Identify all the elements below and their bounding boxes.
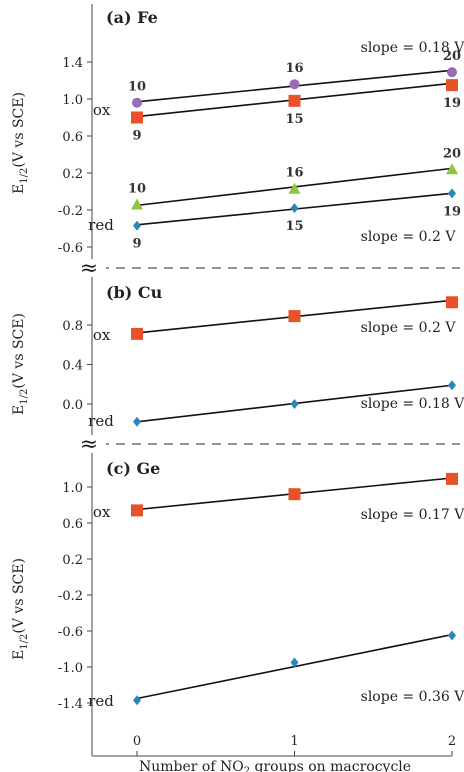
slope-annotation: slope = 0.36 V bbox=[361, 689, 464, 705]
ox-red-label: ox bbox=[93, 326, 111, 344]
ox-red-label: ox bbox=[93, 503, 111, 521]
y-tick-label: -0.2 bbox=[58, 204, 83, 219]
axis-break-mask bbox=[78, 259, 106, 277]
data-point bbox=[288, 488, 301, 501]
slope-annotation: slope = 0.18 V bbox=[361, 40, 464, 56]
data-point bbox=[131, 327, 143, 340]
point-label: 20 bbox=[443, 146, 461, 161]
series-triangle-2: 10 16 20 bbox=[128, 146, 461, 210]
y-tick-label: -1.4 bbox=[58, 697, 83, 712]
data-point bbox=[446, 472, 458, 485]
data-point bbox=[131, 504, 143, 517]
series-circle-0: 10 16 20 bbox=[128, 49, 461, 108]
panel-label: (a) Fe bbox=[106, 8, 158, 27]
ox-red-label: ox bbox=[93, 101, 111, 119]
panel-2: -1.4 -1.0 -0.6 -0.2 0.2 0.6 1.0 E1/2(V vs SCE) (… bbox=[11, 446, 464, 756]
point-label: 15 bbox=[285, 219, 303, 234]
point-label: 9 bbox=[132, 237, 141, 252]
x-tick-label: 1 bbox=[290, 734, 298, 749]
y-tick-label: 0.2 bbox=[62, 553, 83, 568]
data-point bbox=[448, 380, 456, 391]
data-point bbox=[288, 94, 301, 107]
axis-break-symbol: ≈ bbox=[80, 256, 98, 281]
point-label: 10 bbox=[128, 80, 146, 95]
data-point bbox=[133, 220, 141, 231]
panel-label: (b) Cu bbox=[106, 283, 163, 302]
x-tick-label: 2 bbox=[448, 734, 456, 749]
ox-red-label: red bbox=[88, 412, 114, 430]
y-tick-label: 0.6 bbox=[62, 130, 83, 145]
y-tick-label: -1.0 bbox=[58, 661, 83, 676]
slope-annotation: slope = 0.18 V bbox=[361, 396, 464, 412]
y-axis-label: E1/2(V vs SCE) bbox=[11, 313, 30, 415]
point-label: 15 bbox=[285, 112, 303, 127]
point-label: 19 bbox=[443, 96, 461, 111]
data-point bbox=[289, 79, 300, 90]
data-point bbox=[446, 296, 458, 309]
data-point bbox=[290, 203, 299, 214]
y-tick-label: -0.6 bbox=[58, 241, 83, 256]
series-diamond-1 bbox=[133, 630, 456, 706]
data-point bbox=[131, 198, 143, 210]
data-point bbox=[133, 416, 141, 427]
data-point bbox=[132, 97, 142, 108]
data-point bbox=[447, 67, 457, 78]
series-diamond-3: 9 15 19 bbox=[132, 188, 461, 252]
y-tick-label: 0.8 bbox=[62, 319, 83, 334]
ox-red-label: red bbox=[88, 692, 114, 710]
data-point bbox=[448, 630, 456, 641]
y-tick-label: 1.0 bbox=[62, 481, 83, 496]
axis-break-symbol: ≈ bbox=[80, 432, 98, 457]
y-tick-label: 1.4 bbox=[62, 56, 83, 71]
point-label: 20 bbox=[443, 49, 461, 64]
y-tick-label: 1.0 bbox=[62, 93, 83, 108]
data-point bbox=[290, 399, 299, 409]
point-label: 19 bbox=[443, 204, 461, 219]
data-point bbox=[446, 79, 458, 92]
slope-annotation: slope = 0.2 V bbox=[361, 320, 457, 336]
data-point bbox=[446, 163, 458, 175]
y-tick-label: -0.6 bbox=[58, 625, 83, 640]
point-label: 16 bbox=[285, 166, 303, 181]
y-tick-label: -0.2 bbox=[58, 589, 83, 604]
point-label: 9 bbox=[132, 129, 141, 144]
series-square-1: 9 15 19 bbox=[131, 79, 461, 144]
panel-0: -0.6 -0.2 0.2 0.6 1.0 1.4 E1/2(V vs SCE) (a) Fe… bbox=[11, 4, 464, 266]
ox-red-label: red bbox=[88, 216, 114, 234]
series-square-0 bbox=[131, 296, 458, 340]
y-tick-label: 0.2 bbox=[62, 167, 83, 182]
slope-annotation: slope = 0.2 V bbox=[361, 229, 457, 245]
point-label: 16 bbox=[285, 61, 303, 76]
data-point bbox=[131, 111, 143, 124]
x-tick-label: 0 bbox=[133, 734, 141, 749]
x-axis-label: Number of NO2 groups on macrocycle bbox=[139, 759, 411, 772]
y-axis-label: E1/2(V vs SCE) bbox=[11, 92, 30, 194]
slope-annotation: slope = 0.17 V bbox=[361, 507, 464, 523]
data-point bbox=[288, 182, 301, 194]
data-point bbox=[288, 310, 301, 323]
y-tick-label: 0.0 bbox=[62, 398, 83, 413]
data-point bbox=[133, 695, 141, 706]
point-label: 10 bbox=[128, 181, 146, 196]
panel-1: 0.0 0.4 0.8 E1/2(V vs SCE) (b) Cu slope = 0.2… bbox=[11, 270, 464, 442]
y-tick-label: 0.4 bbox=[62, 359, 83, 374]
axis-break-mask bbox=[78, 435, 106, 453]
data-point bbox=[448, 188, 456, 199]
y-axis-label: E1/2(V vs SCE) bbox=[11, 558, 30, 660]
data-point bbox=[290, 657, 299, 668]
series-square-0 bbox=[131, 472, 458, 517]
panel-label: (c) Ge bbox=[106, 459, 160, 478]
series-diamond-1 bbox=[133, 380, 456, 427]
y-tick-label: 0.6 bbox=[62, 517, 83, 532]
